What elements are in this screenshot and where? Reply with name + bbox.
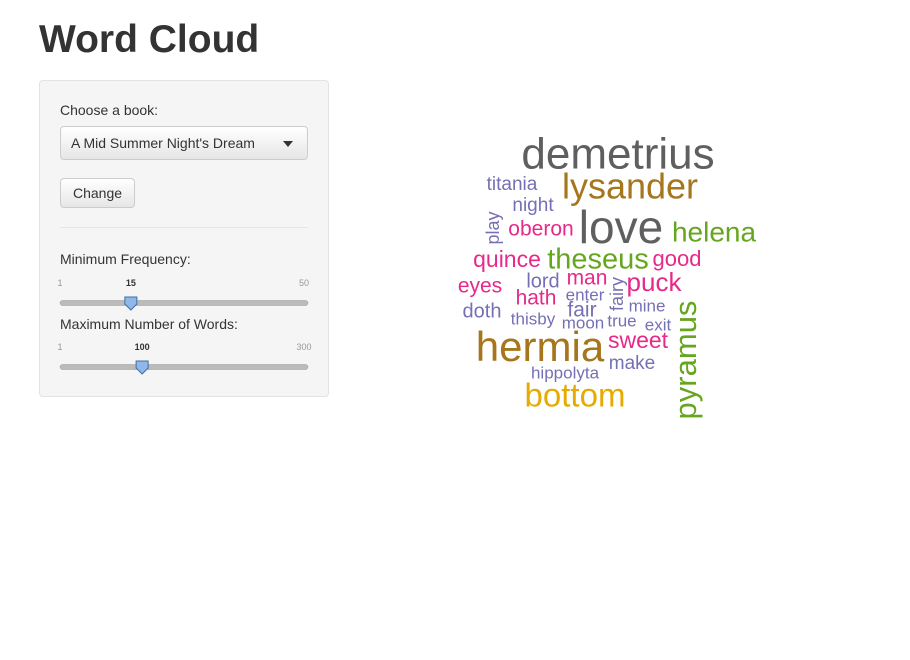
- cloud-word: fair: [567, 299, 596, 322]
- cloud-word: exit: [645, 315, 672, 334]
- slider-track: [59, 300, 309, 306]
- slider-min-label: 1: [57, 278, 62, 288]
- slider[interactable]: 1 300 100: [50, 340, 318, 380]
- cloud-word: hippolyta: [531, 363, 600, 382]
- cloud-word: lord: [526, 270, 559, 292]
- slider-track: [59, 364, 309, 370]
- slider-max-label: 50: [299, 278, 309, 288]
- cloud-word: pyramus: [668, 301, 703, 420]
- dropdown-caret: [283, 141, 293, 147]
- cloud-word: enter: [566, 285, 605, 304]
- book-select[interactable]: A Mid Summer Night's Dream: [60, 126, 308, 160]
- slider-label: Minimum Frequency:: [60, 251, 191, 267]
- cloud-word: theseus: [547, 244, 649, 276]
- cloud-word: oberon: [508, 218, 573, 241]
- cloud-word: hermia: [476, 323, 605, 370]
- cloud-word: doth: [463, 300, 502, 322]
- slider-value-label: 15: [126, 278, 136, 288]
- cloud-word: true: [607, 311, 636, 330]
- change-button[interactable]: Change: [60, 178, 135, 208]
- cloud-word: thisby: [511, 309, 556, 328]
- slider-handle[interactable]: [135, 360, 149, 375]
- cloud-word: titania: [487, 174, 538, 195]
- cloud-word: eyes: [458, 275, 502, 298]
- slider-handle[interactable]: [124, 296, 138, 311]
- cloud-word: puck: [627, 267, 683, 297]
- cloud-word: lysander: [562, 166, 698, 207]
- slider-label: Maximum Number of Words:: [60, 316, 238, 332]
- cloud-word: man: [567, 267, 608, 290]
- selected-book: A Mid Summer Night's Dream: [71, 135, 255, 151]
- cloud-word: night: [512, 195, 554, 216]
- cloud-word: good: [653, 246, 702, 271]
- slider-max-label: 300: [296, 342, 311, 352]
- sidebar-panel: Choose a book: A Mid Summer Night's Drea…: [39, 80, 329, 397]
- page-title: Word Cloud: [39, 18, 260, 61]
- divider: [60, 227, 308, 228]
- cloud-word: moon: [562, 313, 605, 332]
- cloud-word: hath: [516, 287, 557, 310]
- cloud-word: make: [609, 353, 655, 374]
- cloud-word: love: [579, 201, 663, 253]
- book-label: Choose a book:: [60, 102, 159, 118]
- slider[interactable]: 1 50 15: [50, 276, 318, 316]
- cloud-word: quince: [473, 246, 541, 272]
- cloud-word: demetrius: [521, 130, 714, 179]
- slider-value-label: 100: [135, 342, 150, 352]
- cloud-word: mine: [629, 296, 666, 315]
- cloud-word: play: [483, 211, 503, 244]
- cloud-word: sweet: [608, 327, 669, 353]
- slider-min-label: 1: [57, 342, 62, 352]
- cloud-word: helena: [672, 216, 757, 247]
- cloud-word: fairy: [607, 277, 627, 311]
- cloud-word: bottom: [525, 377, 626, 414]
